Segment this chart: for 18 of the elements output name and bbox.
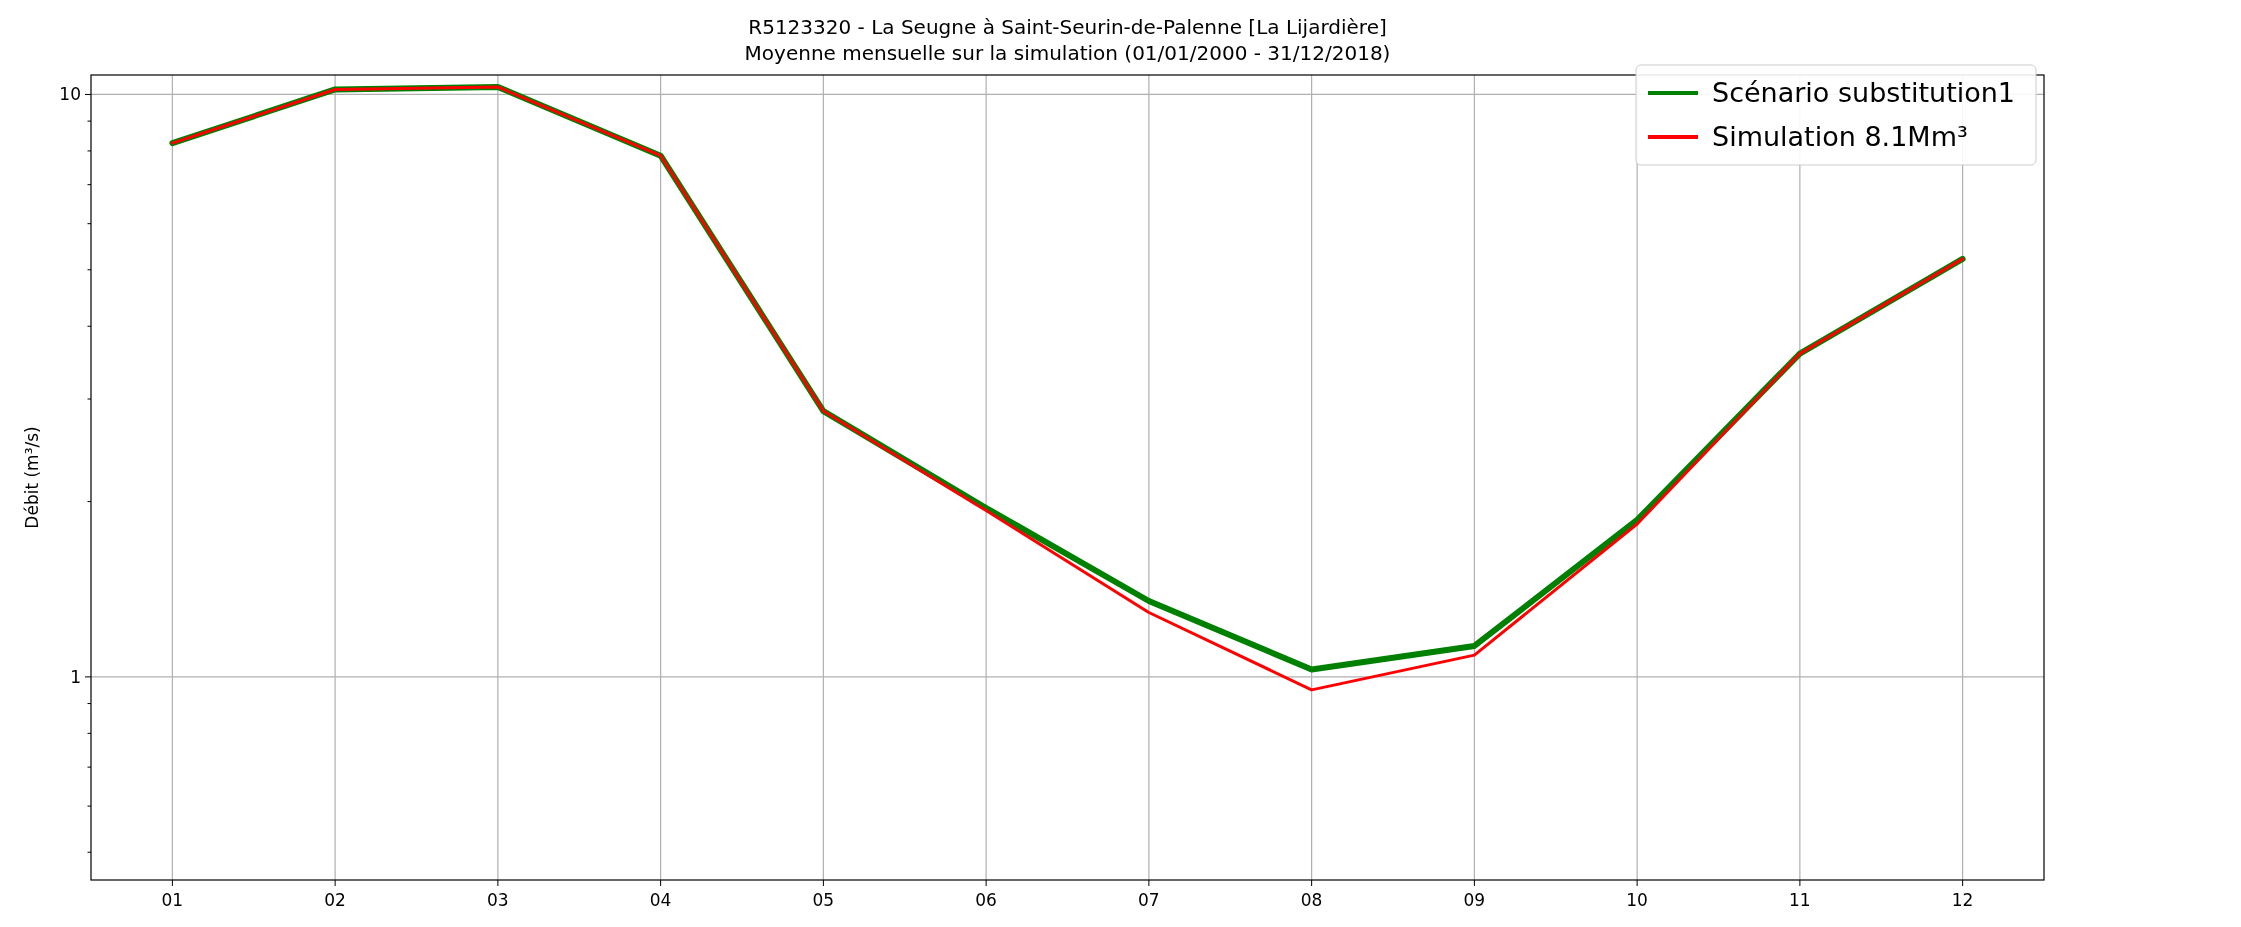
- x-tick-label: 03: [487, 890, 509, 910]
- x-tick-label: 05: [812, 890, 835, 910]
- y-axis-title: Débit (m³/s): [22, 426, 42, 529]
- y-tick-label: 1: [70, 666, 81, 687]
- x-tick-label: 02: [324, 890, 346, 910]
- x-tick-label: 04: [649, 890, 672, 910]
- x-tick-label: 07: [1138, 890, 1160, 910]
- legend-label: Scénario substitution1: [1712, 77, 2016, 108]
- x-tick-label: 01: [161, 890, 184, 910]
- x-tick-label: 09: [1463, 890, 1486, 910]
- x-tick-label: 10: [1626, 890, 1648, 910]
- x-tick-label: 11: [1789, 890, 1811, 910]
- x-tick-label: 12: [1951, 890, 1974, 910]
- chart-subtitle: Moyenne mensuelle sur la simulation (01/01/2000 - 31/12/2018): [744, 41, 1391, 65]
- legend-label: Simulation 8.1Mm³: [1712, 121, 1968, 152]
- x-tick-label: 06: [975, 890, 997, 910]
- chart-title: R5123320 - La Seugne à Saint-Seurin-de-Palenne [La Lijardière]: [748, 15, 1387, 39]
- x-tick-label: 08: [1300, 890, 1323, 910]
